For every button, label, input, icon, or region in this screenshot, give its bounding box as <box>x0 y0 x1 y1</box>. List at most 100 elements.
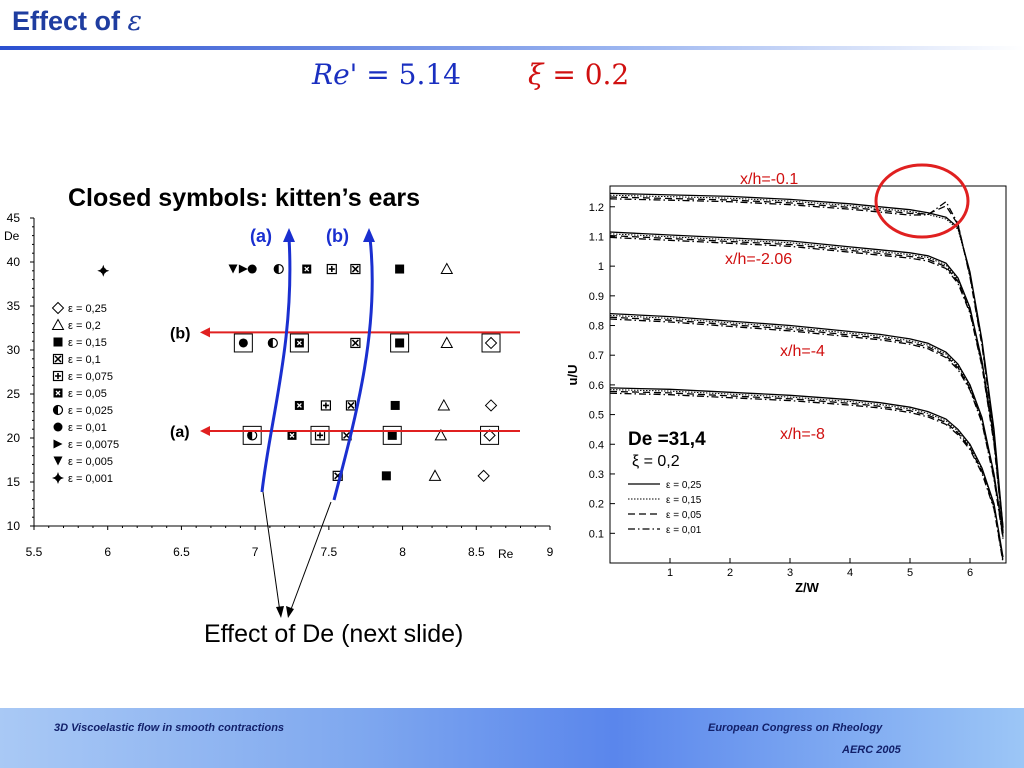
profile-y-tick-label: 0.1 <box>589 528 604 540</box>
scatter-point-7-cross <box>351 265 359 273</box>
scatter-point-13-cross <box>351 339 359 347</box>
title-text: Effect of <box>12 6 120 36</box>
scatter-point-15-shape <box>440 336 454 348</box>
reynolds-value: = 5.14 <box>366 58 461 91</box>
scatter-annotation-b: (b) <box>170 325 190 342</box>
scatter-point-12 <box>294 338 304 348</box>
scatter-point-frame <box>382 425 402 445</box>
profile-y-tick-label: 0.8 <box>589 321 604 333</box>
scatter-x-axis-label: Re <box>498 547 514 561</box>
scatter-legend-marker-2 <box>53 337 63 347</box>
scatter-legend-label: ε = 0,2 <box>68 320 101 332</box>
scatter-legend-marker-8-shape <box>53 439 63 449</box>
scatter-legend-marker-2-shape <box>53 337 63 347</box>
scatter-point-frame <box>390 333 410 353</box>
title-underline <box>0 46 1024 50</box>
scatter-point-14 <box>395 338 405 348</box>
scatter-point-frame <box>480 425 500 445</box>
scatter-legend-marker-9 <box>53 456 63 466</box>
scatter-point-21 <box>437 398 451 411</box>
scatter-legend-marker-4-plus <box>55 373 61 379</box>
scatter-point-1-shape <box>228 264 238 274</box>
profile-line-x-h-0-1-eps-2 <box>609 196 1004 531</box>
red-arrowhead-b <box>200 327 210 338</box>
scatter-point-17-x <box>296 402 302 408</box>
scatter-point-12-x <box>296 340 302 346</box>
profile-y-tick-label: 0.2 <box>589 499 604 511</box>
scatter-point-21-shape <box>437 398 451 411</box>
black-pointer-a <box>262 491 281 613</box>
scatter-point-0 <box>97 264 110 277</box>
profile-y-tick-label: 0.3 <box>589 469 604 481</box>
scatter-legend-marker-1-shape <box>51 318 65 330</box>
scatter-point-28 <box>434 428 448 441</box>
scatter-point-frame <box>242 425 262 445</box>
scatter-point-11 <box>267 337 278 349</box>
profile-x-tick-label: 4 <box>847 567 853 579</box>
scatter-point-13 <box>350 337 361 349</box>
scatter-x-tick-label: 7.5 <box>321 545 338 559</box>
scatter-point-33 <box>477 469 490 483</box>
scatter-point-16 <box>484 336 498 350</box>
profile-label-x-h-8: x/h=-8 <box>780 426 825 443</box>
black-pointer-head-a <box>276 606 284 618</box>
profile-line-x-h-4-eps-0 <box>609 312 1004 534</box>
reynolds-symbol: Re' <box>312 58 358 91</box>
scatter-point-3 <box>247 264 257 274</box>
scatter-point-frame <box>289 333 309 353</box>
scatter-legend-marker-3 <box>52 353 64 365</box>
scatter-point-27 <box>387 430 397 440</box>
scatter-point-6 <box>326 263 337 275</box>
scatter-point-14-shape <box>395 338 405 348</box>
scatter-legend-label: ε = 0,05 <box>68 388 107 400</box>
blue-arrowhead-b <box>363 228 375 242</box>
profile-y-tick-label: 1.2 <box>589 202 604 214</box>
scatter-point-22-shape <box>484 399 498 412</box>
profile-y-tick-label: 0.4 <box>589 439 604 451</box>
scatter-point-22 <box>484 399 498 412</box>
profile-line-x-h-4-eps-3 <box>609 318 1004 539</box>
scatter-point-33-shape <box>477 469 490 483</box>
profile-x-axis-label: Z/W <box>795 580 820 595</box>
scatter-point-5-x <box>304 266 310 272</box>
scatter-point-6-plus <box>328 266 335 273</box>
scatter-point-8-shape <box>395 264 405 274</box>
scatter-point-25-plus <box>317 432 324 439</box>
scatter-y-tick-label: 45 <box>7 211 21 225</box>
scatter-y-tick-label: 20 <box>7 431 21 445</box>
scatter-legend-marker-0-shape <box>51 301 65 315</box>
scatter-point-5 <box>302 264 312 274</box>
scatter-legend-label: ε = 0,15 <box>68 337 107 349</box>
scatter-point-4-fill <box>274 264 279 274</box>
scatter-point-28-shape <box>434 428 448 441</box>
footer-conference-abbrev: AERC 2005 <box>842 744 901 756</box>
blue-arrow-label-b: (b) <box>326 226 349 246</box>
scatter-point-19-cross <box>347 401 355 409</box>
profile-y-tick-label: 0.5 <box>589 410 604 422</box>
scatter-legend-marker-1 <box>51 318 65 330</box>
scatter-point-8 <box>395 264 405 274</box>
scatter-y-tick-label: 30 <box>7 343 21 357</box>
scatter-x-tick-label: 8 <box>399 545 406 559</box>
scatter-point-31-shape <box>381 471 391 481</box>
profile-line-x-h-2-06-eps-3 <box>609 236 1004 533</box>
profile-label-x-h-0-1: x/h=-0.1 <box>740 171 798 188</box>
scatter-legend-marker-6-fill <box>53 405 58 415</box>
scatter-point-29-shape <box>483 429 496 442</box>
black-pointer-b <box>289 501 332 613</box>
profile-x-tick-label: 1 <box>667 567 673 579</box>
scatter-point-27-shape <box>387 430 397 440</box>
scatter-point-3-shape <box>247 264 257 274</box>
profile-legend-label: ε = 0,25 <box>666 480 702 491</box>
scatter-point-11-fill <box>268 338 273 348</box>
scatter-y-tick-label: 35 <box>7 299 21 313</box>
scatter-point-31 <box>381 471 391 481</box>
footer-presentation-title: 3D Viscoelastic flow in smooth contracti… <box>54 722 285 734</box>
scatter-x-tick-label: 9 <box>547 545 554 559</box>
scatter-legend-marker-7 <box>53 422 63 432</box>
title-epsilon-symbol: ε <box>127 6 143 37</box>
profile-legend-label: ε = 0,15 <box>666 495 702 506</box>
scatter-point-4 <box>273 263 284 275</box>
scatter-legend-label: ε = 0,0075 <box>68 439 119 451</box>
profile-line-x-h-8-eps-3 <box>609 392 1004 563</box>
